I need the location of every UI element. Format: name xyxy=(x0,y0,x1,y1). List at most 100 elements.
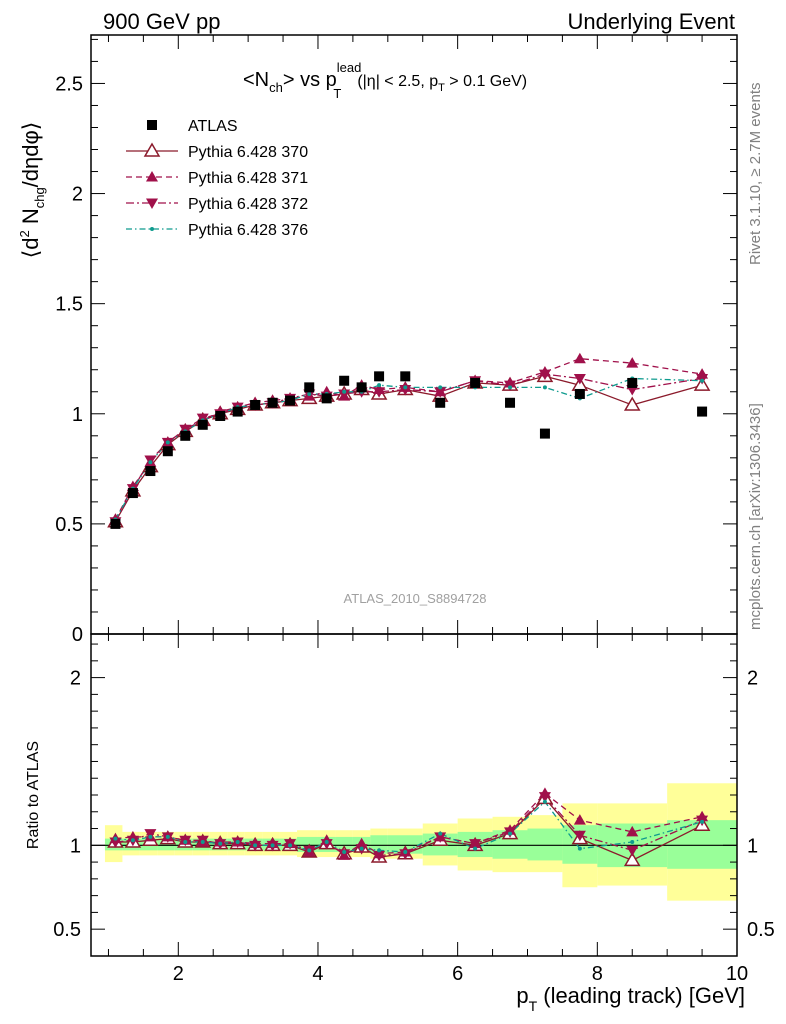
main-point-atlas xyxy=(215,410,226,421)
legend-item: Pythia 6.428 372 xyxy=(126,196,308,213)
main-point-372 xyxy=(338,389,351,400)
ratio-point-371 xyxy=(573,814,586,825)
ratio-point-376 xyxy=(542,799,547,804)
legend-item: Pythia 6.428 370 xyxy=(126,142,308,161)
ratio-point-376 xyxy=(342,850,347,855)
legend-marker xyxy=(143,142,161,157)
ratio-point-376 xyxy=(288,843,293,848)
ratio-xtick-label: 8 xyxy=(592,963,603,985)
main-line-370 xyxy=(114,375,703,523)
main-line-372 xyxy=(114,373,703,523)
ratio-band-inner xyxy=(157,838,175,851)
main-ytick-label: 2 xyxy=(72,184,83,206)
ratio-point-372 xyxy=(320,839,333,850)
legend-item: Pythia 6.428 371 xyxy=(126,170,308,187)
ratio-series-layer xyxy=(107,787,711,867)
main-point-atlas xyxy=(197,419,208,430)
ratio-ytick-label-left: 1 xyxy=(70,835,81,857)
main-ylabel: ⟨d2 Nchg/dηdφ⟩ xyxy=(17,122,47,259)
ratio-point-376 xyxy=(165,834,170,839)
ratio-band-inner xyxy=(335,836,353,853)
main-line-371 xyxy=(114,358,703,520)
analysis-watermark: ATLAS_2010_S8894728 xyxy=(344,591,487,606)
main-point-371 xyxy=(573,352,586,364)
ratio-point-372 xyxy=(399,849,412,860)
main-point-370 xyxy=(623,396,641,411)
main-ytick-label: 1 xyxy=(72,404,83,426)
ratio-ytick-label-right: 2 xyxy=(747,668,758,690)
ratio-point-372 xyxy=(626,845,639,857)
ratio-point-376 xyxy=(307,848,312,853)
ratio-band-inner xyxy=(527,828,563,861)
main-point-376 xyxy=(307,391,312,396)
ratio-axes: 0.5 0.5 1 1 2 2 2 4 6 8 10 xyxy=(53,634,775,985)
ratio-point-376 xyxy=(577,846,582,851)
ratio-xtick-label: 4 xyxy=(312,963,323,985)
main-point-atlas xyxy=(400,371,411,382)
ratio-point-376 xyxy=(148,834,153,839)
main-point-372 xyxy=(373,387,386,398)
main-point-atlas xyxy=(339,375,350,386)
legend-marker xyxy=(146,198,158,209)
ratio-band-inner xyxy=(370,835,388,854)
main-point-atlas xyxy=(574,388,585,399)
main-point-376 xyxy=(165,440,170,445)
ratio-point-376 xyxy=(270,843,275,848)
main-point-atlas xyxy=(162,446,173,457)
ratio-point-372 xyxy=(338,849,351,860)
main-point-376 xyxy=(508,385,513,390)
header-right: Underlying Event xyxy=(567,9,735,34)
main-ytick-label: 2.5 xyxy=(55,73,83,95)
main-ytick-label: 0.5 xyxy=(55,514,83,536)
main-point-atlas xyxy=(145,466,156,477)
main-point-372 xyxy=(399,385,412,396)
ratio-point-376 xyxy=(218,841,223,846)
legend-marker xyxy=(147,120,157,130)
main-point-376 xyxy=(438,385,443,390)
main-point-atlas xyxy=(304,382,315,393)
main-point-atlas xyxy=(110,518,121,529)
main-point-atlas xyxy=(250,399,261,410)
ratio-bands xyxy=(91,783,737,901)
main-point-376 xyxy=(148,460,153,465)
main-point-atlas xyxy=(180,430,191,441)
side-text-rivet: Rivet 3.1.10, ≥ 2.7M events xyxy=(747,83,764,266)
main-point-atlas xyxy=(539,428,550,439)
ratio-xtick-label: 10 xyxy=(726,963,748,985)
main-point-atlas xyxy=(267,397,278,408)
ratio-ytick-label-right: 1 xyxy=(747,835,758,857)
main-point-376 xyxy=(542,385,547,390)
ratio-point-376 xyxy=(200,839,205,844)
main-point-376 xyxy=(377,383,382,388)
ratio-point-376 xyxy=(403,850,408,855)
ratio-point-376 xyxy=(377,848,382,853)
legend-label: Pythia 6.428 370 xyxy=(188,144,308,161)
main-point-atlas xyxy=(697,406,708,417)
ratio-ytick-label-right: 0.5 xyxy=(747,919,775,941)
main-point-372 xyxy=(573,374,586,385)
ratio-xtick-label: 6 xyxy=(452,963,463,985)
ratio-point-372 xyxy=(109,837,122,848)
ratio-xtick-label: 2 xyxy=(173,963,184,985)
ratio-xlabel: pT (leading track) [GeV] xyxy=(516,983,745,1014)
main-point-atlas xyxy=(127,488,138,499)
header-left: 900 GeV pp xyxy=(103,9,220,34)
ratio-point-372 xyxy=(469,839,482,850)
ratio-point-376 xyxy=(700,819,705,824)
ratio-point-376 xyxy=(113,836,118,841)
main-title: <Nch> vs plead T(|η| < 2.5, pT > 0.1 GeV) xyxy=(243,60,527,101)
ratio-point-376 xyxy=(508,831,513,836)
ratio-point-376 xyxy=(235,839,240,844)
legend-marker xyxy=(146,171,158,182)
main-axes: 0 0.5 1 1.5 2 2.5 xyxy=(55,35,738,646)
ratio-ytick-label-left: 0.5 xyxy=(53,919,81,941)
main-point-372 xyxy=(434,387,447,398)
main-point-atlas xyxy=(627,377,638,388)
legend-item: ATLAS xyxy=(147,118,238,135)
ratio-point-372 xyxy=(434,832,447,843)
legend-label: Pythia 6.428 376 xyxy=(188,222,308,239)
legend-label: ATLAS xyxy=(188,118,238,135)
ratio-point-372 xyxy=(573,830,586,842)
legend-item: Pythia 6.428 376 xyxy=(126,222,308,239)
